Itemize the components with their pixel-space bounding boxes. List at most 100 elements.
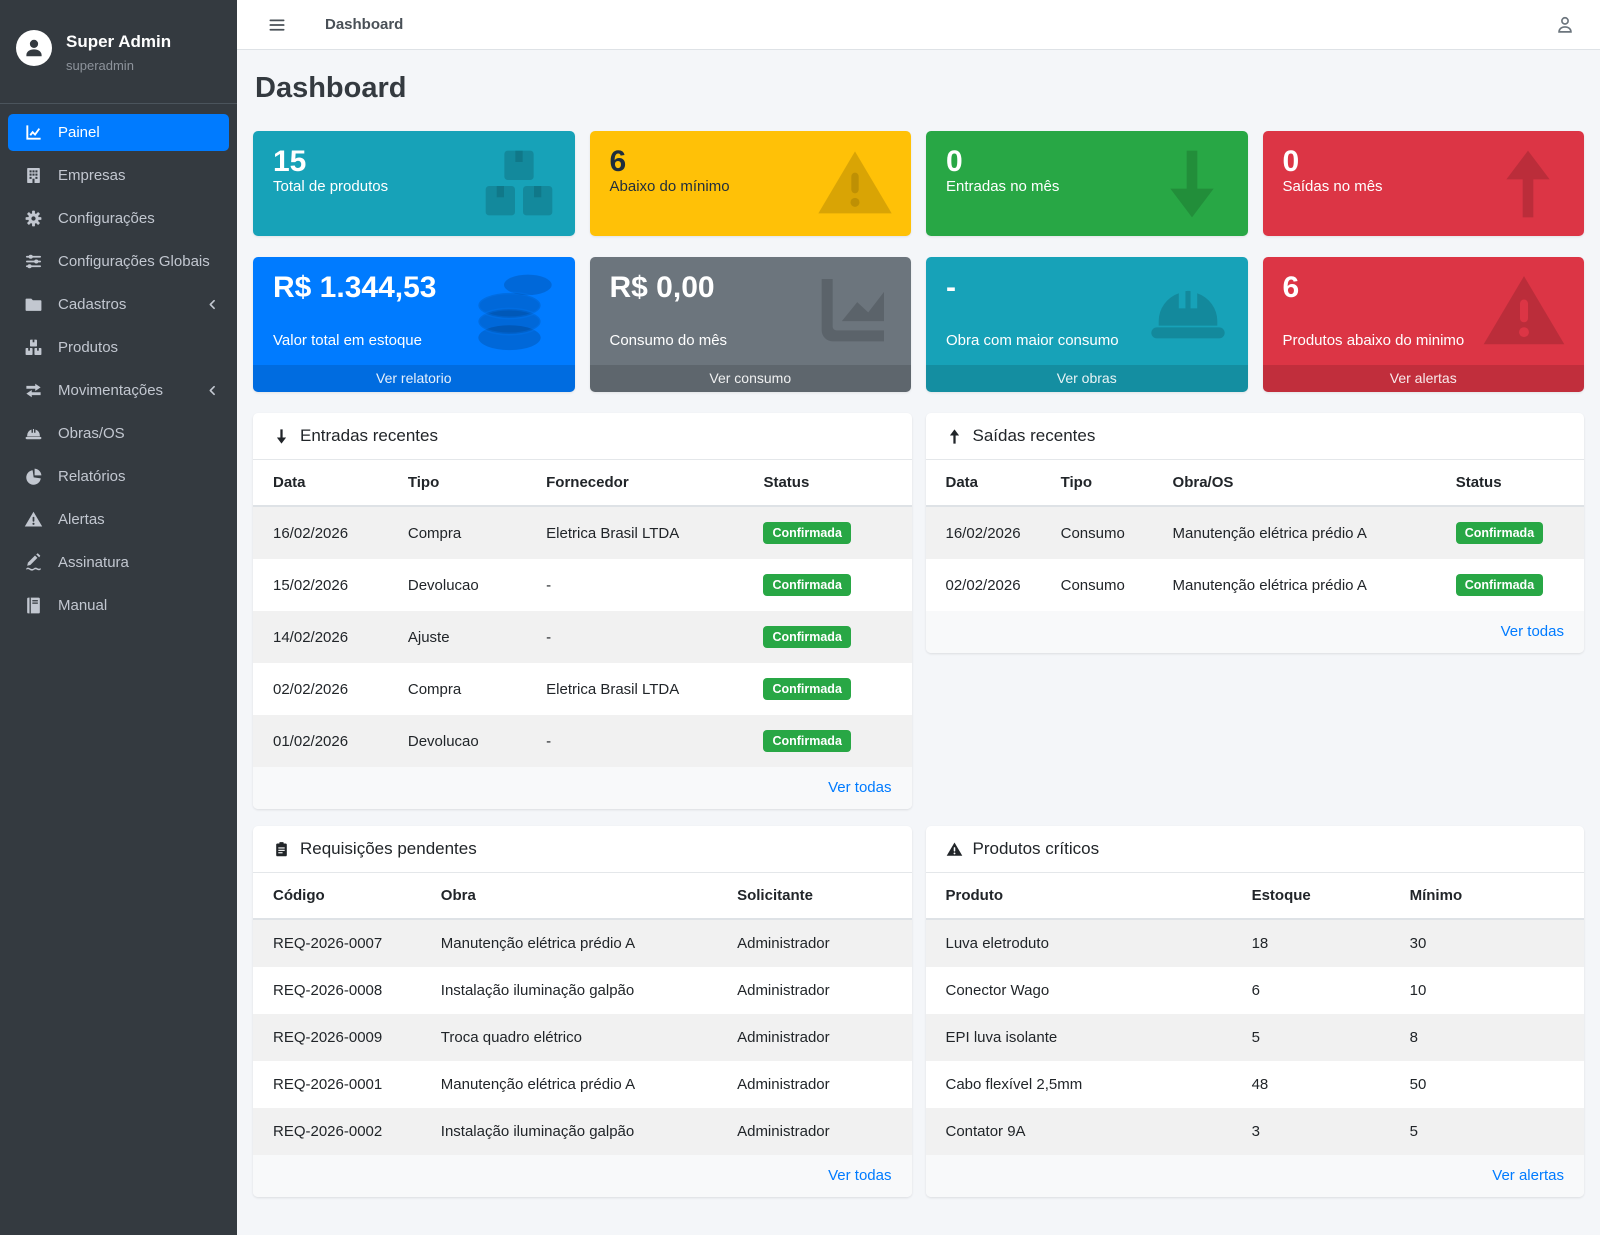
clipboard-icon (273, 841, 290, 858)
table-row: 01/02/2026 Devolucao - Confirmada (253, 715, 912, 767)
table-cell: Confirmada (1446, 506, 1584, 559)
table-cell: 48 (1251, 1076, 1269, 1093)
ver-alertas-link[interactable]: Ver alertas (1262, 365, 1584, 392)
sidebar-item-movimentacoes[interactable]: Movimentações (8, 372, 229, 409)
boxes-icon (22, 338, 44, 357)
link-card-valor-total-em-estoque: R$ 1.344,53 Valor total em estoque Ver rel… (253, 257, 575, 392)
column-header-tipo: Tipo (397, 460, 537, 507)
stat-card-body: 15 Total de produtos (253, 131, 575, 211)
ver-relatorio-link[interactable]: Ver relatorio (253, 365, 575, 392)
sidebar-menu-row: Movimentações (8, 372, 229, 409)
ver-todas-link[interactable]: Ver todas (828, 779, 892, 796)
stat-card-value: 6 (609, 145, 627, 178)
table-row: REQ-2026-0009 Troca quadro elétrico Admini… (253, 1014, 912, 1061)
sidebar-item-obras-os[interactable]: Obras/OS (8, 415, 229, 452)
sidebar-menu-row: Painel (8, 114, 229, 152)
table-cell: 02/02/2026 (945, 576, 1021, 594)
sidebar-item-configuracoes-globais[interactable]: Configurações Globais (8, 243, 229, 280)
sidebar-item-configuracoes[interactable]: Configurações (8, 200, 229, 237)
sidebar-item-label: Movimentações (58, 382, 164, 400)
panel-header: Requisições pendentes (253, 826, 912, 873)
table-cell: Manutenção elétrica prédio A (440, 935, 636, 952)
chevron-left-icon (206, 298, 219, 311)
table-row: Contator 9A 3 5 (925, 1108, 1584, 1155)
status-badge: Confirmada (763, 730, 851, 752)
sidebar-item-painel[interactable]: Painel (8, 114, 229, 152)
sidebar-item-manual[interactable]: Manual (8, 587, 229, 624)
table-cell: Contator 9A (945, 1123, 1026, 1140)
sidebar-item-cadastros[interactable]: Cadastros (8, 286, 229, 323)
table-cell: 16/02/2026 (273, 524, 349, 542)
table-cell: Confirmada (1446, 559, 1584, 611)
sidebar-menu-row: Obras/OS (8, 415, 229, 452)
table-header-row: Data Tipo Fornecedor Status (253, 460, 912, 507)
ver-alertas-link[interactable]: Ver alertas (1492, 1167, 1564, 1184)
ver-todas-link[interactable]: Ver todas (828, 1167, 892, 1184)
table-cell: Troca quadro elétrico (440, 1029, 582, 1046)
ver-obras-link[interactable]: Ver obras (926, 365, 1248, 392)
produtos-criticos-panel: Produtos críticos Produto Estoque Mínimo Luv… (925, 826, 1584, 1197)
table-row: REQ-2026-0008 Instalação iluminação galpã… (253, 967, 912, 1014)
panel-title: Saídas recentes (972, 426, 1096, 445)
user-avatar-icon[interactable] (16, 30, 52, 66)
status-badge: Confirmada (763, 522, 851, 544)
panel-footer: Ver todas (925, 611, 1584, 653)
link-card-label: Valor total em estoque (273, 332, 422, 349)
link-card-value: R$ 1.344,53 (273, 271, 437, 304)
sidebar-menu-row: Cadastros (8, 286, 229, 323)
requisicoes-pendentes-table: Código Obra Solicitante REQ-2026-0007 Manute… (253, 873, 912, 1155)
sidebar-item-assinatura[interactable]: Assinatura (8, 544, 229, 581)
sidebar-item-alertas[interactable]: Alertas (8, 501, 229, 538)
table-cell: Consumo (1060, 524, 1125, 542)
folder-icon (22, 295, 44, 314)
area-chart-icon (807, 268, 895, 356)
sidebar-item-label: Obras/OS (58, 425, 125, 443)
column-header-minimo: Mínimo (1399, 873, 1584, 920)
sidebar-item-relatorios[interactable]: Relatórios (8, 458, 229, 495)
table-cell: Administrador (737, 935, 830, 952)
topbar: Dashboard (237, 0, 1600, 50)
stat-card-total-de-produtos: 15 Total de produtos (253, 131, 575, 236)
table-cell: Manutenção elétrica prédio A (440, 1076, 636, 1093)
chart-line-icon (22, 123, 44, 142)
link-card-consumo-do-mes: R$ 0,00 Consumo do mês Ver consumo (589, 257, 911, 392)
breadcrumb[interactable]: Dashboard (325, 16, 404, 33)
panel-header: Produtos críticos (925, 826, 1584, 873)
table-cell: Ajuste (407, 628, 450, 646)
table-cell: Confirmada (753, 506, 911, 559)
link-card-label: Produtos abaixo do minimo (1282, 332, 1465, 349)
table-cell: Devolucao (407, 576, 479, 594)
table-cell: Compra (407, 680, 462, 698)
ver-todas-link[interactable]: Ver todas (1500, 623, 1564, 640)
saidas-recentes-table: Data Tipo Obra/OS Status 16/02/2026 Consumo Ma… (925, 460, 1584, 611)
stat-card-value: 15 (273, 145, 307, 178)
warning-icon (815, 144, 895, 224)
sidebar-item-produtos[interactable]: Produtos (8, 329, 229, 366)
table-row: Luva eletroduto 18 30 (925, 919, 1584, 967)
table-cell: Eletrica Brasil LTDA (546, 680, 680, 698)
link-card-body: R$ 1.344,53 Valor total em estoque (253, 257, 575, 365)
pie-chart-icon (22, 467, 44, 486)
sidebar-item-label: Manual (58, 597, 108, 615)
column-header-obra-os: Obra/OS (1162, 460, 1446, 507)
status-badge: Confirmada (1455, 522, 1544, 544)
column-header-fornecedor: Fornecedor (536, 460, 754, 507)
boxes-icon (479, 144, 559, 224)
hamburger-menu-icon[interactable] (267, 15, 287, 35)
table-cell: REQ-2026-0008 (273, 982, 383, 999)
stat-card-saidas-no-mes: 0 Saídas no mês (1262, 131, 1584, 236)
link-card-body: - Obra com maior consumo (926, 257, 1248, 365)
ver-consumo-link[interactable]: Ver consumo (589, 365, 911, 392)
table-cell: 16/02/2026 (945, 524, 1021, 542)
status-badge: Confirmada (763, 626, 851, 648)
book-icon (22, 596, 44, 615)
column-header-status: Status (753, 460, 912, 507)
panel-header: Saídas recentes (925, 413, 1584, 460)
sidebar-item-label: Configurações Globais (58, 253, 210, 271)
table-cell: Confirmada (753, 559, 911, 611)
sidebar-item-empresas[interactable]: Empresas (8, 157, 229, 194)
column-header-data: Data (925, 460, 1051, 507)
table-cell: Luva eletroduto (945, 935, 1049, 952)
table-cell: - (546, 628, 552, 646)
user-menu-icon[interactable] (1554, 14, 1576, 36)
